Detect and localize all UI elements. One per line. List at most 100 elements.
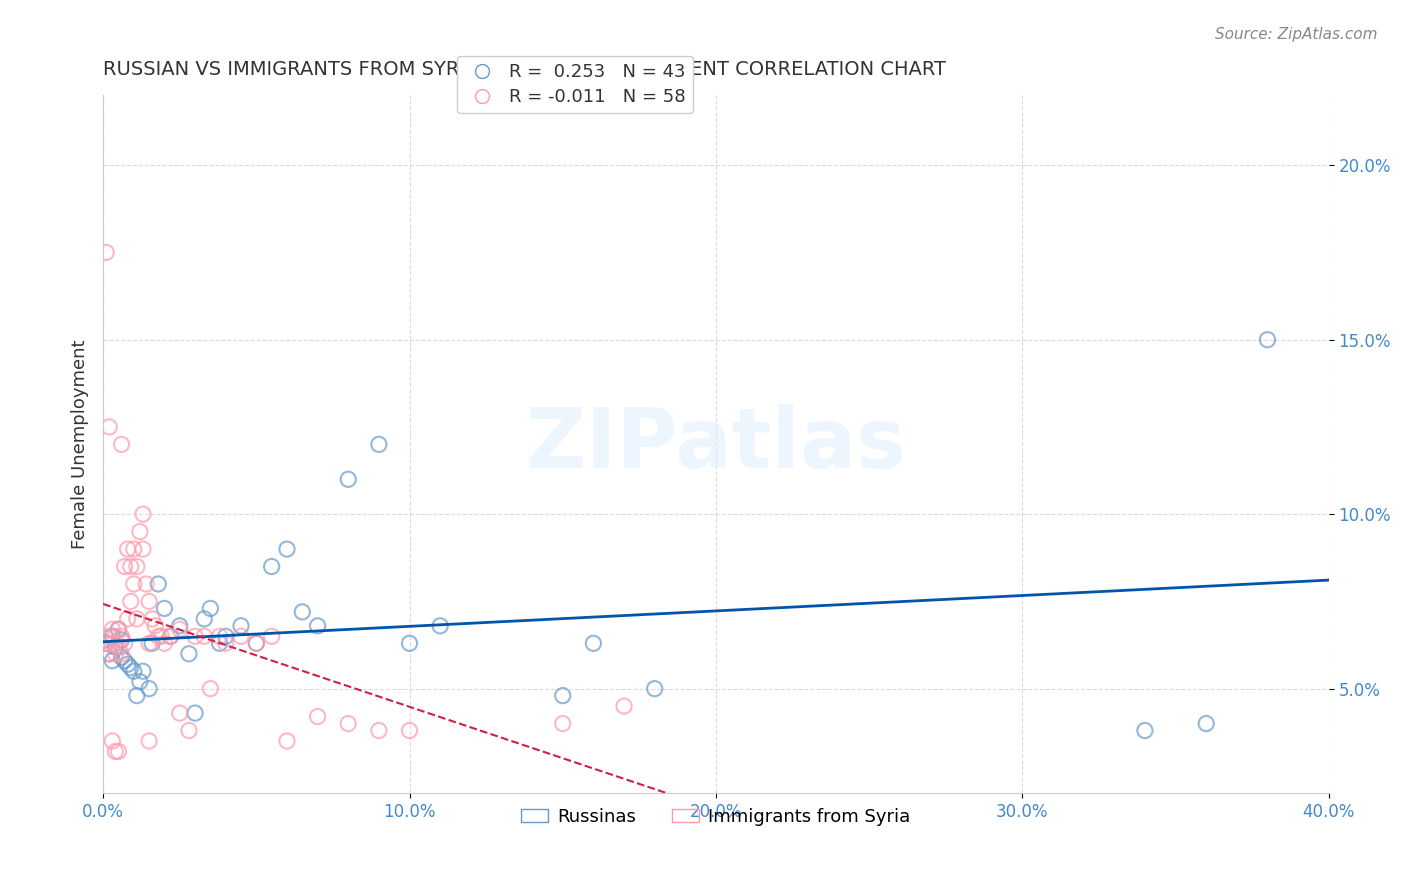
Immigrants from Syria [107, 640, 129, 654]
Immigrants from Syria [101, 636, 124, 650]
Immigrants from Syria [98, 420, 121, 434]
Immigrants from Syria [107, 623, 129, 637]
Immigrants from Syria [110, 647, 132, 661]
Immigrants from Syria [141, 612, 163, 626]
Russinas [337, 472, 360, 486]
Russinas [245, 636, 267, 650]
Russinas [96, 636, 118, 650]
Immigrants from Syria [122, 577, 145, 591]
Immigrants from Syria [132, 542, 155, 557]
Immigrants from Syria [122, 542, 145, 557]
Immigrants from Syria [104, 629, 127, 643]
Immigrants from Syria [143, 619, 166, 633]
Russinas [215, 629, 238, 643]
Russinas [153, 601, 176, 615]
Immigrants from Syria [101, 734, 124, 748]
Immigrants from Syria [150, 629, 173, 643]
Immigrants from Syria [245, 636, 267, 650]
Russinas [551, 689, 574, 703]
Russinas [98, 647, 121, 661]
Immigrants from Syria [153, 636, 176, 650]
Immigrants from Syria [114, 636, 136, 650]
Russinas [260, 559, 283, 574]
Immigrants from Syria [132, 507, 155, 521]
Immigrants from Syria [184, 629, 207, 643]
Immigrants from Syria [104, 744, 127, 758]
Russinas [107, 623, 129, 637]
Immigrants from Syria [229, 629, 252, 643]
Immigrants from Syria [367, 723, 389, 738]
Text: RUSSIAN VS IMMIGRANTS FROM SYRIA FEMALE UNEMPLOYMENT CORRELATION CHART: RUSSIAN VS IMMIGRANTS FROM SYRIA FEMALE … [103, 60, 946, 78]
Y-axis label: Female Unemployment: Female Unemployment [72, 340, 89, 549]
Russinas [101, 654, 124, 668]
Immigrants from Syria [101, 623, 124, 637]
Russinas [1195, 716, 1218, 731]
Russinas [276, 542, 298, 557]
Immigrants from Syria [276, 734, 298, 748]
Immigrants from Syria [110, 629, 132, 643]
Immigrants from Syria [129, 524, 152, 539]
Immigrants from Syria [138, 594, 160, 608]
Russinas [229, 619, 252, 633]
Russinas [110, 650, 132, 665]
Immigrants from Syria [260, 629, 283, 643]
Russinas [125, 689, 148, 703]
Text: ZIPatlas: ZIPatlas [526, 404, 907, 485]
Russinas [141, 636, 163, 650]
Immigrants from Syria [169, 706, 191, 720]
Immigrants from Syria [193, 629, 215, 643]
Immigrants from Syria [337, 716, 360, 731]
Immigrants from Syria [307, 709, 329, 723]
Russinas [114, 654, 136, 668]
Legend: Russinas, Immigrants from Syria: Russinas, Immigrants from Syria [515, 801, 918, 833]
Immigrants from Syria [125, 612, 148, 626]
Russinas [120, 661, 142, 675]
Immigrants from Syria [114, 559, 136, 574]
Immigrants from Syria [177, 723, 200, 738]
Immigrants from Syria [107, 744, 129, 758]
Immigrants from Syria [551, 716, 574, 731]
Russinas [644, 681, 666, 696]
Immigrants from Syria [208, 629, 231, 643]
Russinas [101, 629, 124, 643]
Immigrants from Syria [98, 647, 121, 661]
Russinas [582, 636, 605, 650]
Russinas [307, 619, 329, 633]
Russinas [1256, 333, 1278, 347]
Immigrants from Syria [125, 559, 148, 574]
Russinas [177, 647, 200, 661]
Immigrants from Syria [169, 623, 191, 637]
Russinas [159, 629, 181, 643]
Immigrants from Syria [398, 723, 420, 738]
Immigrants from Syria [138, 636, 160, 650]
Immigrants from Syria [117, 542, 139, 557]
Russinas [138, 681, 160, 696]
Immigrants from Syria [120, 559, 142, 574]
Russinas [122, 664, 145, 678]
Russinas [104, 640, 127, 654]
Russinas [200, 601, 222, 615]
Text: Source: ZipAtlas.com: Source: ZipAtlas.com [1215, 27, 1378, 42]
Russinas [367, 437, 389, 451]
Russinas [132, 664, 155, 678]
Immigrants from Syria [138, 734, 160, 748]
Russinas [429, 619, 451, 633]
Russinas [148, 577, 170, 591]
Russinas [129, 674, 152, 689]
Immigrants from Syria [613, 699, 636, 714]
Russinas [117, 657, 139, 672]
Immigrants from Syria [110, 437, 132, 451]
Immigrants from Syria [96, 636, 118, 650]
Russinas [1133, 723, 1156, 738]
Immigrants from Syria [215, 636, 238, 650]
Immigrants from Syria [120, 594, 142, 608]
Russinas [193, 612, 215, 626]
Immigrants from Syria [148, 629, 170, 643]
Russinas [110, 632, 132, 647]
Russinas [184, 706, 207, 720]
Immigrants from Syria [117, 612, 139, 626]
Immigrants from Syria [159, 629, 181, 643]
Immigrants from Syria [135, 577, 157, 591]
Immigrants from Syria [200, 681, 222, 696]
Russinas [291, 605, 314, 619]
